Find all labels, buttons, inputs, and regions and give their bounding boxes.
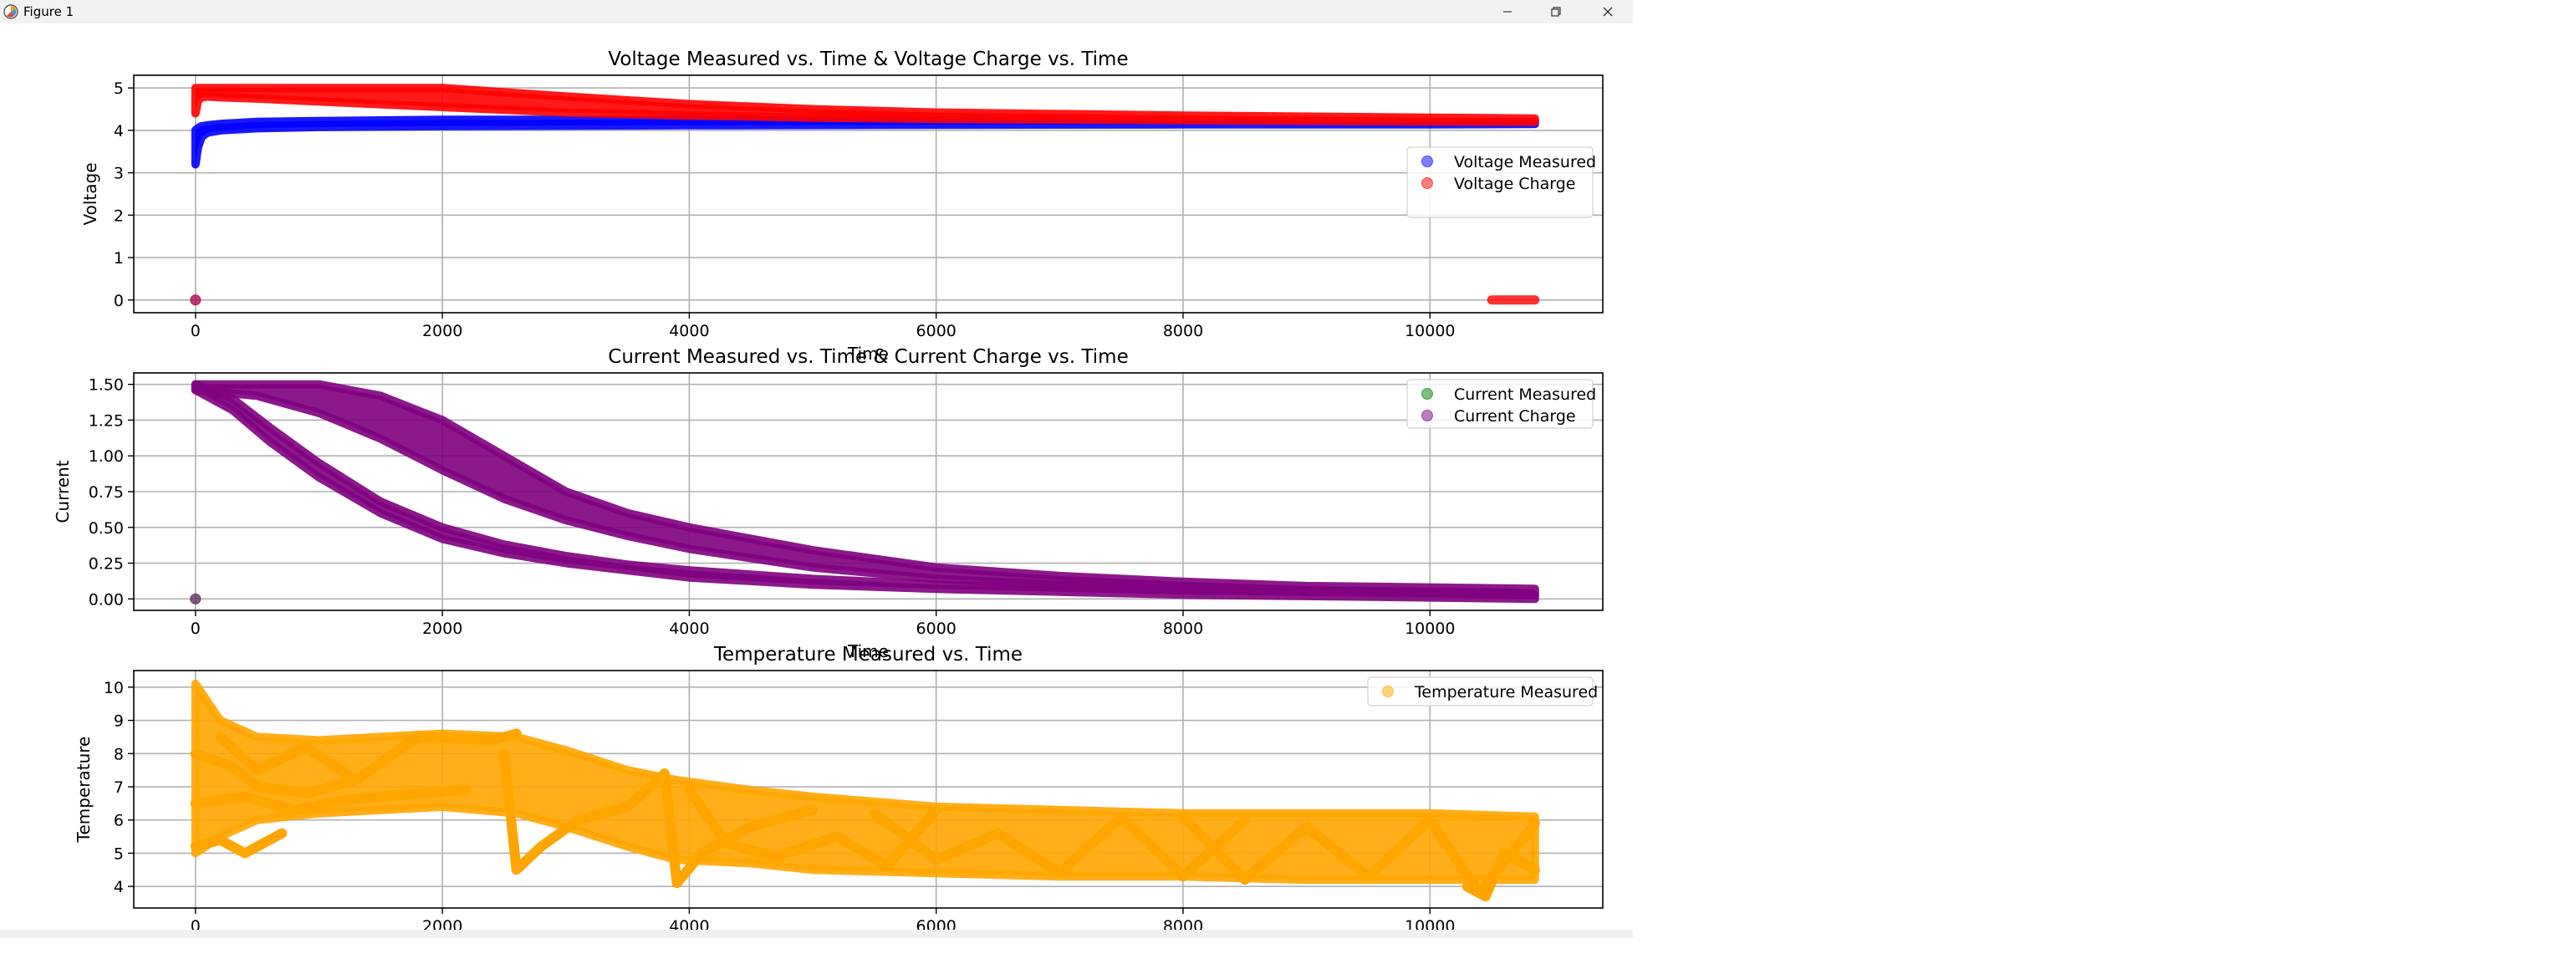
x-tick-label: 8000 [1163,917,1203,930]
plot-marks [190,84,1540,306]
y-tick-label: 5 [114,79,124,98]
minimize-icon [1503,11,1512,13]
x-tick-label: 2000 [422,917,462,930]
maximize-button[interactable] [1533,0,1579,23]
chart-title: Temperature Measured vs. Time [713,644,1023,666]
y-tick-label: 7 [114,778,124,797]
y-tick-label: 0.50 [89,519,124,538]
current-charge-band [191,380,1539,604]
x-axis-label: Time [847,344,889,364]
figure-canvas: 0 2000 4000 6000 8000 10000 0 1 2 3 4 5 Time Voltage V… [0,23,1633,954]
legend: Temperature Measured [1367,676,1598,707]
legend-label: Current Measured [1454,385,1596,404]
y-tick-label: 2 [114,207,124,225]
voltage-charge-band [191,84,1539,126]
x-tick-label: 4000 [669,917,709,930]
x-tick-label: 10000 [1405,620,1455,638]
y-tick-label: 3 [114,165,124,183]
legend-marker [1421,410,1433,421]
temperature-measured-trace [190,748,361,798]
temperature-measured-trace [190,828,288,859]
close-icon [1603,7,1613,17]
x-tick-label: 0 [191,917,201,930]
y-tick-label: 8 [114,745,124,763]
minimize-button[interactable] [1484,0,1531,23]
temperature-measured-trace [190,785,472,815]
x-tick-label: 0 [191,620,201,638]
x-tick-label: 6000 [916,620,956,638]
y-tick-label: 1 [114,249,124,268]
restore-icon [1551,7,1561,17]
y-axis-label: Voltage [80,162,100,225]
chart-3: 020004000600080001000045678910TimeTemper… [74,644,1604,954]
axes-frame [133,670,1604,909]
window-title: Figure 1 [23,4,74,19]
x-tick-label: 10000 [1405,917,1455,930]
status-bar [0,930,1633,938]
figure-svg: 0 2000 4000 6000 8000 10000 0 1 2 3 4 5 Time Voltage V… [53,48,1604,954]
axes-frame [133,74,1604,314]
legend-box [1367,676,1594,707]
temperature-measured-trace [215,728,522,786]
y-tick-label: 0.00 [89,590,124,609]
x-axis-label: Time [847,641,889,661]
temperature-measured-trace [869,808,1250,882]
legend-label: Temperature Measured [1414,683,1598,701]
x-tick-label: 8000 [1163,620,1203,638]
voltage-charge-point [190,294,201,306]
y-tick-label: 9 [114,712,124,731]
legend: Voltage Measured Voltage Charge [1406,146,1596,218]
legend: Current Measured Current Charge [1406,379,1596,429]
legend-label: Voltage Charge [1454,175,1576,193]
x-tick-label: 4000 [669,620,709,638]
matplotlib-icon [3,4,18,19]
legend-marker [1382,686,1394,697]
x-tick-label: 0 [191,322,201,340]
current-charge-point [190,593,201,605]
temperature-measured-trace [659,768,819,889]
plot-marks [190,679,1540,902]
x-tick-label: 8000 [1163,322,1203,340]
legend-label: Current Charge [1454,407,1576,426]
legend-marker [1421,177,1433,189]
legend-marker [1421,388,1433,400]
close-button[interactable] [1584,0,1631,23]
x-tick-label: 6000 [916,917,956,930]
chart-title: Current Measured vs. Time & Current Char… [608,346,1128,368]
y-tick-label: 1.25 [89,411,124,430]
legend-box [1406,146,1594,218]
chart-title: Voltage Measured vs. Time & Voltage Char… [608,48,1128,70]
current-charge-band [191,380,1539,599]
y-tick-label: 5 [114,844,124,863]
x-tick-label: 4000 [669,322,709,340]
x-tick-label: 6000 [916,322,956,340]
legend-label: Voltage Measured [1454,153,1596,171]
window-titlebar: Figure 1 [0,0,1633,23]
y-tick-label: 0.75 [89,483,124,502]
chart-2: 0 2000 4000 6000 8000 10000 0.00 0.25 0.50 0.75 1.… [53,346,1604,661]
temperature-measured-trace [684,785,941,872]
y-axis-label: Current [53,460,73,523]
legend-box [1406,379,1594,429]
temperature-measured-trace [1461,848,1540,902]
y-axis-label: Temperature [74,737,94,844]
y-tick-label: 1.00 [89,447,124,466]
x-tick-label: 2000 [422,322,462,340]
y-tick-label: 4 [114,122,124,140]
y-tick-label: 4 [114,878,124,896]
chart-1: 0 2000 4000 6000 8000 10000 0 1 2 3 4 5 Time Voltage V… [80,48,1604,364]
y-tick-label: 6 [114,812,124,830]
y-tick-label: 10 [104,679,124,697]
y-tick-label: 0.25 [89,555,124,574]
y-tick-label: 0 [114,292,124,310]
plot-marks [190,380,1539,605]
temperature-measured-trace [498,748,670,875]
y-tick-label: 1.50 [89,376,124,395]
x-tick-label: 2000 [422,620,462,638]
x-tick-label: 10000 [1405,322,1455,340]
legend-marker [1421,156,1433,167]
